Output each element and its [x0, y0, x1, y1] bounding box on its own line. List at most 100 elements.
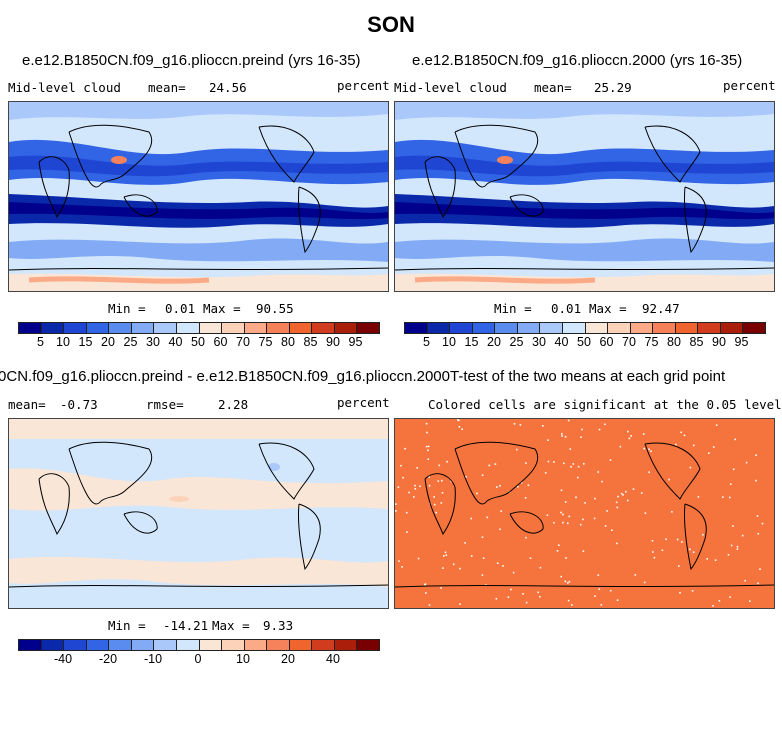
nonsignificant-cell	[507, 596, 510, 598]
nonsignificant-cell	[547, 439, 549, 441]
nonsignificant-cell	[734, 438, 736, 441]
nonsignificant-cell	[568, 515, 571, 518]
panel2-min-label: Min =	[494, 301, 532, 316]
colorbar-tick-label: 0	[194, 652, 202, 666]
nonsignificant-cell	[443, 555, 445, 557]
nonsignificant-cell	[553, 521, 555, 524]
colorbar-tick-label: 10	[236, 652, 250, 666]
nonsignificant-cell	[697, 496, 700, 498]
nonsignificant-cell	[525, 462, 527, 464]
nonsignificant-cell	[568, 580, 571, 583]
nonsignificant-cell	[425, 422, 428, 425]
nonsignificant-cell	[560, 575, 562, 578]
nonsignificant-cell	[678, 565, 680, 567]
nonsignificant-cell	[644, 512, 647, 514]
panel2-colorbar-ticks: 5 10 15 20 25 30 40 50 60 70 75 80 85 90 95	[404, 335, 764, 349]
panel1-max-value: 90.55	[256, 301, 294, 316]
nonsignificant-cell	[481, 574, 484, 576]
panel1-map	[8, 101, 389, 292]
nonsignificant-cell	[756, 515, 759, 517]
colorbar-tick-label: 75	[258, 335, 273, 349]
colorbar-tick-label: 50	[577, 335, 591, 349]
nonsignificant-cell	[652, 551, 654, 553]
panel1-antarctic-high	[28, 276, 210, 284]
colorbar-swatch	[244, 640, 268, 650]
panel4-significance-fill	[395, 419, 774, 608]
nonsignificant-cell	[640, 492, 643, 494]
nonsignificant-cell	[651, 540, 654, 542]
nonsignificant-cell	[452, 563, 455, 566]
nonsignificant-cell	[594, 595, 596, 597]
nonsignificant-cell	[611, 529, 613, 531]
nonsignificant-cell	[488, 464, 491, 467]
colorbar-swatch	[19, 323, 42, 333]
nonsignificant-cell	[446, 460, 448, 463]
nonsignificant-cell	[598, 428, 601, 431]
nonsignificant-cell	[517, 485, 519, 488]
nonsignificant-cell	[397, 486, 400, 488]
panel2-mean-value: 25.29	[594, 80, 632, 95]
nonsignificant-cell	[495, 597, 498, 600]
panel3-rmse-label: rmse=	[146, 397, 184, 412]
colorbar-swatch	[222, 640, 245, 650]
colorbar-tick-label: 10	[442, 335, 456, 349]
nonsignificant-cell	[470, 517, 472, 520]
panel2-map	[394, 101, 775, 292]
nonsignificant-cell	[665, 538, 667, 541]
colorbar-swatch	[743, 323, 765, 333]
nonsignificant-cell	[729, 483, 732, 485]
nonsignificant-cell	[440, 587, 442, 589]
panel3-map-svg	[9, 419, 388, 608]
nonsignificant-cell	[616, 599, 619, 601]
nonsignificant-cell	[524, 497, 527, 499]
panel1-map-svg	[9, 102, 388, 291]
colorbar-tick-label: 95	[734, 335, 749, 349]
nonsignificant-cell	[529, 557, 532, 559]
nonsignificant-cell	[668, 478, 670, 481]
nonsignificant-cell	[405, 511, 408, 514]
panel2-max-label: Max =	[589, 301, 627, 316]
nonsignificant-cell	[520, 481, 523, 484]
nonsignificant-cell	[617, 495, 619, 498]
nonsignificant-cell	[692, 551, 695, 553]
panel1-mean-value: 24.56	[209, 80, 247, 95]
nonsignificant-cell	[718, 600, 721, 602]
nonsignificant-cell	[442, 567, 444, 569]
colorbar-tick-label: 70	[236, 335, 250, 349]
nonsignificant-cell	[675, 443, 677, 446]
nonsignificant-cell	[425, 445, 428, 448]
nonsignificant-cell	[395, 510, 397, 512]
colorbar-tick-label: 50	[191, 335, 205, 349]
nonsignificant-cell	[681, 541, 683, 543]
panel1-southern-band	[9, 238, 388, 262]
nonsignificant-cell	[615, 501, 618, 504]
colorbar-swatch	[312, 323, 335, 333]
colorbar-tick-label: -40	[53, 652, 73, 666]
nonsignificant-cell	[581, 428, 583, 431]
nonsignificant-cell	[414, 484, 416, 487]
nonsignificant-cell	[476, 492, 478, 495]
panel2-arctic-band	[395, 102, 774, 120]
nonsignificant-cell	[499, 484, 501, 487]
nonsignificant-cell	[634, 574, 637, 576]
panel3-max-value: 9.33	[263, 618, 294, 633]
nonsignificant-cell	[577, 476, 579, 479]
panel2-colorbar	[404, 322, 766, 334]
colorbar-tick-label: 20	[487, 335, 501, 349]
nonsignificant-cell	[567, 582, 569, 584]
colorbar-tick-label: 40	[326, 652, 340, 666]
nonsignificant-cell	[680, 431, 682, 434]
nonsignificant-cell	[604, 525, 607, 527]
nonsignificant-cell	[400, 464, 402, 467]
panel1-mean-label: mean=	[148, 80, 186, 95]
colorbar-swatch	[357, 323, 379, 333]
nonsignificant-cell	[519, 424, 522, 426]
panel1-arctic-band	[9, 102, 388, 120]
panel1-north-core	[9, 155, 388, 177]
colorbar-swatch	[608, 323, 631, 333]
colorbar-tick-label: 60	[599, 335, 614, 349]
colorbar-swatch	[109, 640, 132, 650]
nonsignificant-cell	[609, 589, 612, 592]
colorbar-tick-label: 95	[348, 335, 363, 349]
nonsignificant-cell	[577, 465, 580, 468]
